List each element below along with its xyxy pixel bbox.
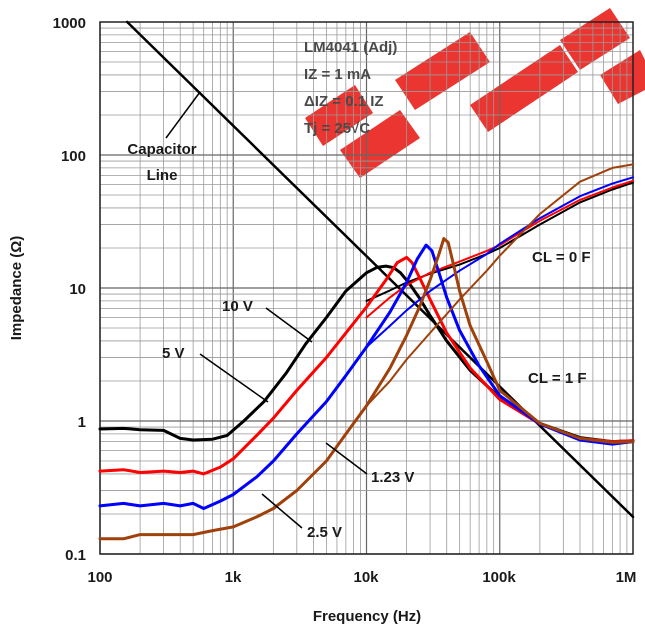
x-tick-label: 10k <box>353 569 379 586</box>
info-tj: Tj = 25√C <box>304 120 370 137</box>
plot-area-border <box>99 21 634 555</box>
label-25v: 2.5 V <box>307 524 342 541</box>
label-5v: 5 V <box>162 345 185 362</box>
info-delta-iz: ΔIZ = 0.1 IZ <box>304 93 384 110</box>
info-iz-label: IZ = 1 mA <box>304 66 371 83</box>
info-device: LM4041 (Adj) <box>304 39 397 56</box>
y-tick-label: 1000 <box>53 15 86 32</box>
series-2-5-v-cl0-line <box>365 163 634 407</box>
x-tick-label: 100k <box>482 569 516 586</box>
annotations: Capacitor Line 10 V 5 V 1.23 V 2.5 V CL … <box>127 91 591 541</box>
leader-25v <box>261 493 303 529</box>
capacitor-line <box>125 20 635 519</box>
grid <box>99 22 633 555</box>
series-layer <box>98 20 635 541</box>
label-cl1: CL = 1 F <box>528 370 587 387</box>
capacitor-line-leader <box>165 91 201 139</box>
y-tick-label: 10 <box>69 281 86 298</box>
info-delta-iz-label: ΔIZ = 0.1 IZ <box>304 93 384 110</box>
y-tick-label: 0.1 <box>65 547 86 564</box>
series-2-5-v-cl1-line <box>98 237 635 541</box>
y-tick-label: 1 <box>78 414 86 431</box>
y-tick-label: 100 <box>61 148 86 165</box>
x-tick-label: 1M <box>616 569 637 586</box>
series-5-v-cl0-line <box>365 179 634 319</box>
x-axis-title: Frequency (Hz) <box>313 608 421 625</box>
info-box: LM4041 (Adj) IZ = 1 mA ΔIZ = 0.1 IZ Tj =… <box>304 39 397 137</box>
x-tick-label: 100 <box>87 569 112 586</box>
leader-10v <box>265 307 313 343</box>
capacitor-line-label-1: Capacitor <box>127 141 196 158</box>
label-10v: 10 V <box>222 298 253 315</box>
info-tj-label: Tj = 25√C <box>304 120 370 137</box>
y-axis-title: Impedance (Ω) <box>8 236 25 341</box>
leader-123v <box>325 442 368 475</box>
x-tick-label: 1k <box>225 569 242 586</box>
series-1-23-v-cl1-line <box>98 243 635 510</box>
label-cl0: CL = 0 F <box>532 249 591 266</box>
series-5-v-cl1-line <box>98 255 635 476</box>
label-123v: 1.23 V <box>371 469 414 486</box>
info-iz: IZ = 1 mA <box>304 66 371 83</box>
capacitor-line-label-2: Line <box>147 167 178 184</box>
series-1-23-v-cl0-line <box>365 176 634 348</box>
info-device-label: LM4041 (Adj) <box>304 39 397 56</box>
leader-5v <box>199 353 269 403</box>
tick-labels: 1000 100 10 1 0.1 100 1k 10k 100k 1M <box>53 15 637 586</box>
